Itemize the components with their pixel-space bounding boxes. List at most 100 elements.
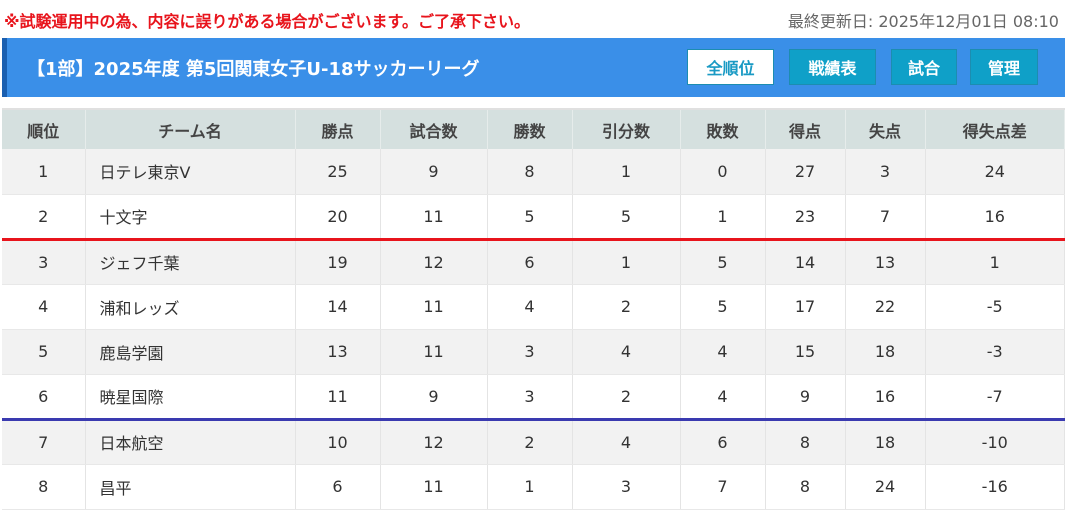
cell-played: 9 (380, 149, 488, 195)
cell-draws: 1 (572, 149, 681, 195)
cell-points: 25 (295, 149, 381, 195)
cell-losses: 5 (680, 284, 766, 330)
cell-goals-against: 16 (845, 374, 926, 421)
table-row: 7 日本航空 10 12 2 4 6 8 18 -10 (2, 419, 1065, 465)
cell-goals-against: 18 (845, 419, 926, 465)
all-standings-button[interactable]: 全順位 (687, 49, 774, 85)
cell-losses: 4 (680, 374, 766, 421)
cell-goal-diff: -3 (925, 329, 1065, 375)
cell-goals-against: 13 (845, 239, 926, 285)
cell-draws: 4 (572, 419, 681, 465)
cell-wins: 1 (487, 464, 573, 510)
table-row: 2 十文字 20 11 5 5 1 23 7 16 (2, 194, 1065, 241)
trial-notice: ※試験運用中の為、内容に誤りがある場合がございます。ご了承下さい。 (4, 12, 530, 31)
cell-goal-diff: -5 (925, 284, 1065, 330)
cell-goal-diff: 1 (925, 239, 1065, 285)
column-header-losses: 敗数 (680, 108, 766, 149)
cell-team-name: 昌平 (85, 464, 296, 510)
cell-goal-diff: -10 (925, 419, 1065, 465)
cell-rank: 5 (2, 329, 86, 375)
cell-points: 10 (295, 419, 381, 465)
cell-losses: 4 (680, 329, 766, 375)
column-header-goal-diff: 得失点差 (925, 108, 1065, 149)
column-header-rank: 順位 (2, 108, 86, 149)
cell-goal-diff: -7 (925, 374, 1065, 421)
cell-played: 9 (380, 374, 488, 421)
cell-rank: 8 (2, 464, 86, 510)
cell-losses: 0 (680, 149, 766, 195)
cell-points: 14 (295, 284, 381, 330)
cell-team-name: 暁星国際 (85, 374, 296, 421)
cell-rank: 6 (2, 374, 86, 421)
cell-played: 11 (380, 329, 488, 375)
cell-rank: 7 (2, 419, 86, 465)
cell-played: 11 (380, 194, 488, 241)
cell-goals-for: 27 (765, 149, 846, 195)
column-header-goals-against: 失点 (845, 108, 926, 149)
last-updated: 最終更新日: 2025年12月01日 08:10 (787, 12, 1059, 31)
matches-button[interactable]: 試合 (891, 49, 957, 85)
cell-played: 12 (380, 419, 488, 465)
cell-goals-against: 22 (845, 284, 926, 330)
column-header-team-name: チーム名 (85, 108, 296, 149)
cell-goals-for: 14 (765, 239, 846, 285)
cell-losses: 7 (680, 464, 766, 510)
cell-rank: 2 (2, 194, 86, 241)
cell-goal-diff: 16 (925, 194, 1065, 241)
cell-goals-against: 3 (845, 149, 926, 195)
cell-team-name: 十文字 (85, 194, 296, 241)
page-title: 【1部】2025年度 第5回関東女子U-18サッカーリーグ (27, 59, 480, 80)
table-row: 1 日テレ東京V 25 9 8 1 0 27 3 24 (2, 149, 1065, 195)
cell-points: 6 (295, 464, 381, 510)
cell-rank: 3 (2, 239, 86, 285)
cell-wins: 5 (487, 194, 573, 241)
cell-goals-for: 15 (765, 329, 846, 375)
table-row: 5 鹿島学園 13 11 3 4 4 15 18 -3 (2, 329, 1065, 375)
cell-team-name: ジェフ千葉 (85, 239, 296, 285)
cell-team-name: 日本航空 (85, 419, 296, 465)
cell-goals-against: 7 (845, 194, 926, 241)
cell-wins: 3 (487, 329, 573, 375)
cell-goals-against: 24 (845, 464, 926, 510)
cell-played: 11 (380, 464, 488, 510)
cell-draws: 2 (572, 374, 681, 421)
cell-losses: 1 (680, 194, 766, 241)
cell-team-name: 鹿島学園 (85, 329, 296, 375)
cell-team-name: 日テレ東京V (85, 149, 296, 195)
league-header: 【1部】2025年度 第5回関東女子U-18サッカーリーグ 全順位 戦績表 試合… (2, 38, 1065, 97)
cell-goals-for: 23 (765, 194, 846, 241)
cell-draws: 3 (572, 464, 681, 510)
cell-points: 11 (295, 374, 381, 421)
cell-points: 13 (295, 329, 381, 375)
cell-goals-for: 8 (765, 464, 846, 510)
results-table-button[interactable]: 戦績表 (789, 49, 876, 85)
cell-played: 11 (380, 284, 488, 330)
cell-wins: 4 (487, 284, 573, 330)
table-row: 3 ジェフ千葉 19 12 6 1 5 14 13 1 (2, 239, 1065, 285)
column-header-draws: 引分数 (572, 108, 681, 149)
cell-wins: 6 (487, 239, 573, 285)
cell-draws: 2 (572, 284, 681, 330)
cell-points: 19 (295, 239, 381, 285)
cell-goals-for: 8 (765, 419, 846, 465)
top-bar: ※試験運用中の為、内容に誤りがある場合がございます。ご了承下さい。 最終更新日:… (0, 0, 1067, 36)
admin-button[interactable]: 管理 (970, 49, 1038, 85)
cell-losses: 6 (680, 419, 766, 465)
cell-played: 12 (380, 239, 488, 285)
column-header-goals-for: 得点 (765, 108, 846, 149)
table-row: 8 昌平 6 11 1 3 7 8 24 -16 (2, 464, 1065, 510)
column-header-points: 勝点 (295, 108, 381, 149)
cell-team-name: 浦和レッズ (85, 284, 296, 330)
cell-goals-for: 17 (765, 284, 846, 330)
cell-rank: 1 (2, 149, 86, 195)
column-header-wins: 勝数 (487, 108, 573, 149)
cell-goal-diff: -16 (925, 464, 1065, 510)
table-row: 4 浦和レッズ 14 11 4 2 5 17 22 -5 (2, 284, 1065, 330)
cell-goals-for: 9 (765, 374, 846, 421)
column-header-played: 試合数 (380, 108, 488, 149)
cell-losses: 5 (680, 239, 766, 285)
cell-goal-diff: 24 (925, 149, 1065, 195)
cell-wins: 3 (487, 374, 573, 421)
cell-draws: 1 (572, 239, 681, 285)
cell-draws: 5 (572, 194, 681, 241)
